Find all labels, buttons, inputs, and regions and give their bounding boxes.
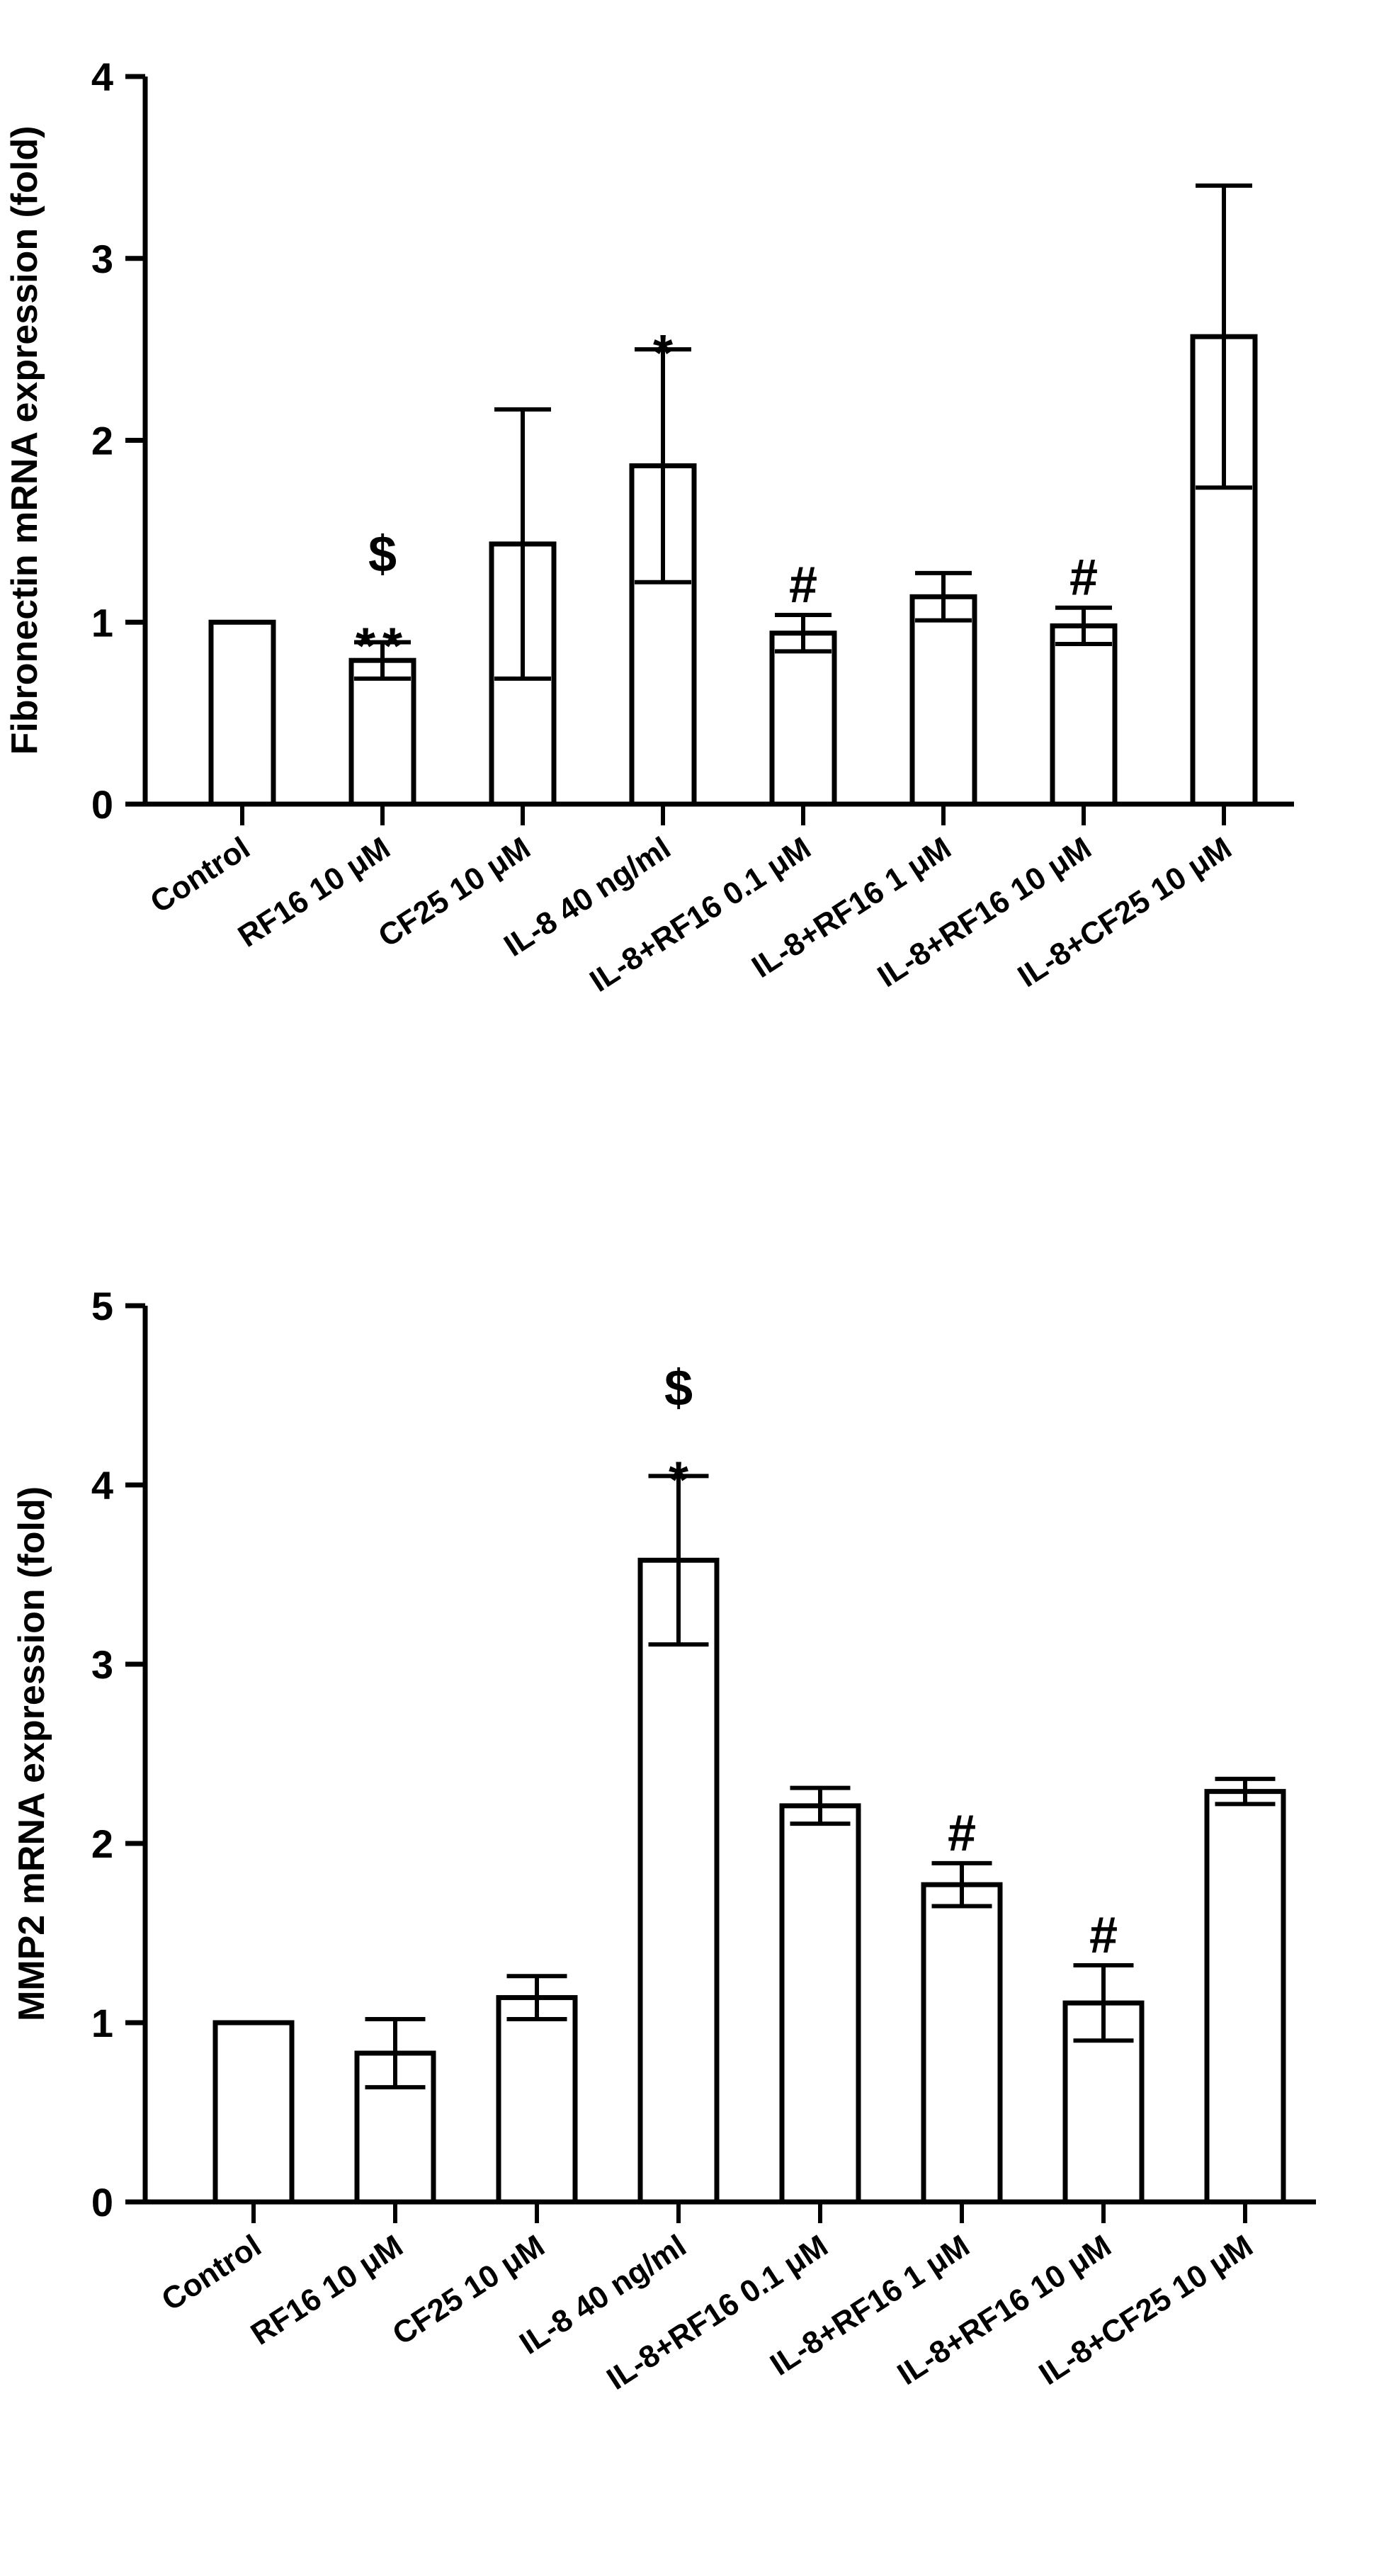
y-axis-title: MMP2 mRNA expression (fold) <box>11 1486 52 2021</box>
y-axis-title: Fibronectin mRNA expression (fold) <box>4 126 45 755</box>
significance-label: $ <box>664 1360 693 1416</box>
y-tick-label: 3 <box>91 1642 113 1687</box>
y-tick-label: 1 <box>91 600 113 645</box>
significance-label: # <box>1089 1907 1118 1964</box>
significance-label: * <box>653 325 673 382</box>
y-tick-label: 2 <box>91 419 113 463</box>
bar <box>769 631 837 807</box>
x-tick-label: RF16 10 μM <box>232 830 397 954</box>
bar <box>909 594 977 807</box>
bar <box>496 1995 578 2205</box>
significance-label: $ <box>368 526 397 582</box>
y-tick-label: 4 <box>91 55 113 99</box>
bar <box>212 2020 295 2205</box>
significance-label: # <box>1069 550 1098 606</box>
y-tick-label: 4 <box>91 1463 113 1508</box>
y-tick-label: 2 <box>91 1821 113 1866</box>
y-tick-label: 3 <box>91 237 113 281</box>
y-tick-label: 1 <box>91 2001 113 2045</box>
significance-label: * <box>669 1452 688 1508</box>
bar <box>208 619 276 807</box>
bar <box>921 1882 1003 2205</box>
bar <box>1050 623 1118 807</box>
bar <box>1204 1789 1286 2205</box>
significance-label: # <box>948 1805 976 1862</box>
significance-label: ** <box>356 618 409 674</box>
y-tick-label: 5 <box>91 1284 113 1328</box>
mmp2-chart: 0 1 2 3 4 5 MMP2 mRNA expression (fold) Control… <box>11 1284 1316 2397</box>
x-tick-label: Control <box>156 2228 268 2317</box>
x-tick-label: RF16 10 μM <box>245 2228 409 2351</box>
significance-label: # <box>789 557 817 614</box>
bar <box>637 1557 720 2205</box>
bar <box>779 1803 861 2205</box>
fibronectin-chart: 0 1 2 3 4 Fibronectin mRNA expression (fold) C… <box>4 55 1294 999</box>
y-tick-label: 0 <box>91 2180 113 2225</box>
bar <box>348 657 416 807</box>
x-tick-label: Control <box>144 830 256 920</box>
y-tick-label: 0 <box>91 782 113 827</box>
